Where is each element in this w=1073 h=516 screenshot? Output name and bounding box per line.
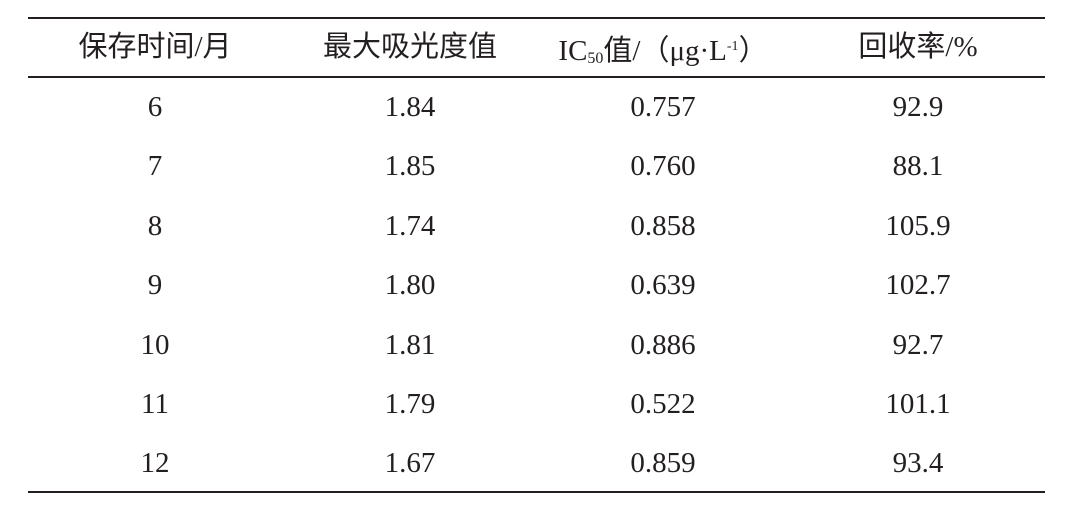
header-rule	[28, 76, 1045, 78]
table-cell: 1.79	[384, 388, 436, 420]
table-cell: 8	[147, 209, 163, 242]
table-cell: 0.886	[630, 328, 696, 361]
table-cell: 0.760	[630, 150, 696, 183]
table-cell: 0.859	[630, 447, 696, 480]
table-cell: 0.858	[630, 209, 696, 242]
table-cell: 105.9	[885, 209, 951, 242]
table-cell: 1.85	[384, 150, 436, 183]
table-cell: 88.1	[892, 150, 944, 183]
table-cell: 1.81	[384, 328, 436, 361]
table-cell: 1.74	[384, 209, 436, 242]
table-cell: 7	[147, 150, 163, 183]
table-cell: 12	[140, 447, 170, 480]
table-cell: 102.7	[885, 269, 951, 302]
table-cell: 1.67	[384, 447, 436, 480]
table-cell: 101.1	[885, 388, 951, 420]
table-cell: 93.4	[892, 447, 944, 480]
header-text-mid: 值/（μg·L	[603, 35, 727, 67]
header-text-sub: 50	[587, 50, 604, 67]
table-cell: 1.80	[384, 269, 436, 302]
table-cell: 92.7	[892, 328, 944, 361]
table-cell: 92.9	[892, 91, 944, 123]
table-cell: 11	[141, 388, 169, 420]
header-cell: IC50值/（μg·L-1）	[543, 27, 783, 67]
table-cell: 6	[147, 91, 163, 123]
header-cell: 回收率/%	[858, 31, 978, 63]
table-cell: 1.84	[384, 91, 436, 123]
header-cell: 最大吸光度值	[322, 31, 497, 63]
header-text-end: ）	[738, 35, 768, 67]
table-cell: 0.757	[630, 91, 696, 123]
table-cell: 9	[147, 269, 163, 302]
header-text-main: IC	[558, 35, 588, 67]
bottom-rule	[28, 491, 1045, 493]
table-cell: 10	[140, 328, 170, 361]
header-text-sup: -1	[726, 39, 739, 54]
table-cell: 0.639	[630, 269, 696, 302]
header-cell: 保存时间/月	[78, 31, 232, 63]
table-cell: 0.522	[630, 388, 696, 420]
top-rule	[28, 17, 1045, 19]
